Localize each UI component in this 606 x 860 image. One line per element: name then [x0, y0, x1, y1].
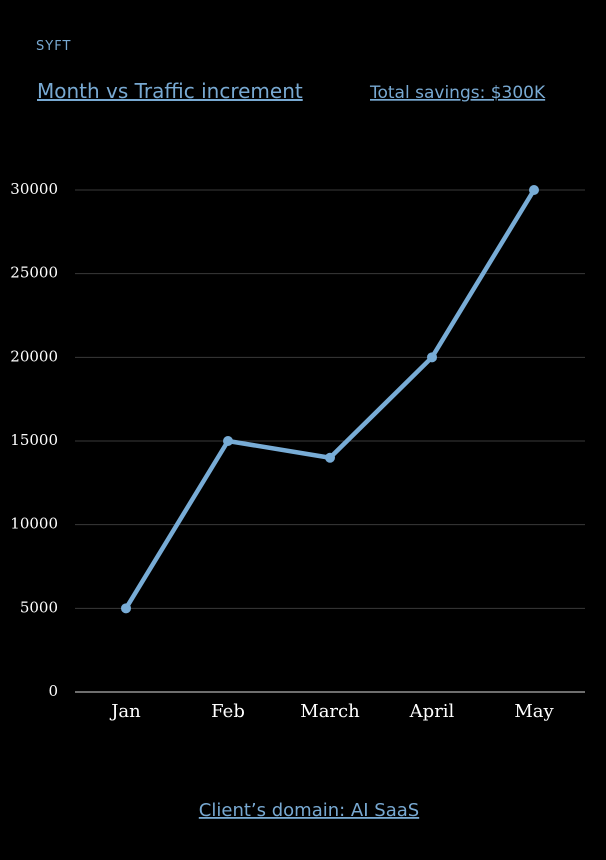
- x-tick-label: Feb: [211, 701, 245, 722]
- total-savings[interactable]: Total savings: $300K: [369, 83, 546, 103]
- point: [325, 452, 335, 463]
- y-tick-label: 20000: [10, 347, 58, 365]
- point: [529, 185, 539, 195]
- x-tick-label: May: [514, 701, 554, 722]
- y-tick-label: 0: [48, 682, 58, 700]
- footer-link[interactable]: Client’s domain: AI SaaS: [199, 800, 419, 821]
- y-tick-label: 5000: [20, 598, 58, 616]
- x-tick-label: April: [409, 701, 455, 722]
- point: [121, 603, 131, 614]
- y-tick-label: 10000: [10, 515, 58, 533]
- y-tick-label: 30000: [10, 180, 58, 198]
- y-tick-label: 15000: [10, 431, 58, 449]
- point: [427, 352, 437, 363]
- x-tick-label: March: [300, 701, 360, 722]
- y-tick-label: 25000: [10, 264, 58, 282]
- point: [223, 436, 233, 446]
- x-tick-label: Jan: [109, 701, 141, 722]
- line: [123, 187, 537, 611]
- brand: SYFT: [36, 39, 71, 54]
- chart-title[interactable]: Month vs Traffic increment: [37, 79, 303, 103]
